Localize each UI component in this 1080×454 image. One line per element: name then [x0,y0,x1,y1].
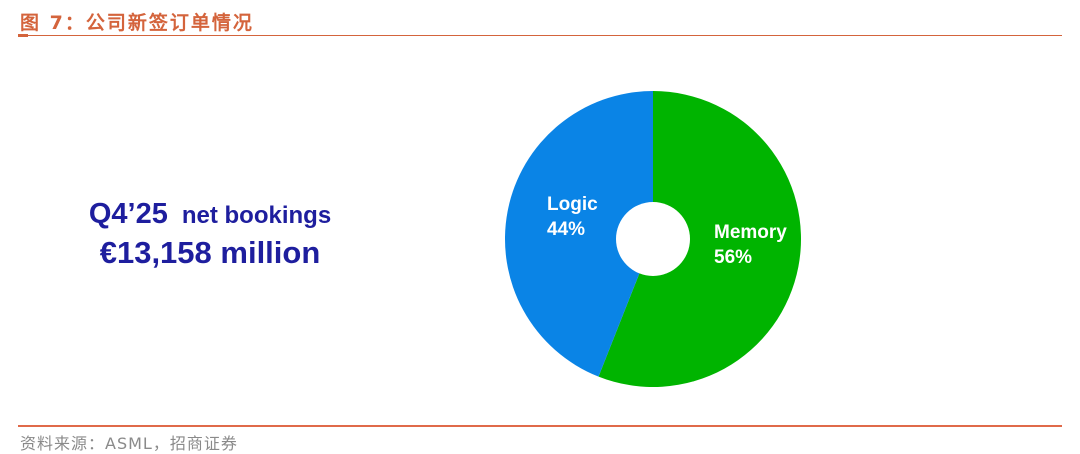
title-divider-accent [18,34,28,37]
headline-metric: net bookings [181,202,332,229]
source-divider [18,425,1062,427]
headline-period: Q4’25 [88,198,168,230]
headline: Q4’25 net bookings €13,158 million [60,196,360,272]
slice-label-logic: Logic [547,194,598,215]
slice-value-logic: 44% [547,219,585,240]
source-note: 资料来源：ASML，招商证券 [20,434,238,453]
title-divider [18,35,1062,36]
pie-slice-memory [598,91,801,387]
figure-title: 图 7：公司新签订单情况 [20,12,254,34]
slice-value-memory: 56% [714,247,752,268]
pie-slice-logic [504,90,653,377]
headline-value: €13,158 million [99,235,321,270]
slice-label-memory: Memory [714,222,787,243]
donut-hole [616,202,690,276]
